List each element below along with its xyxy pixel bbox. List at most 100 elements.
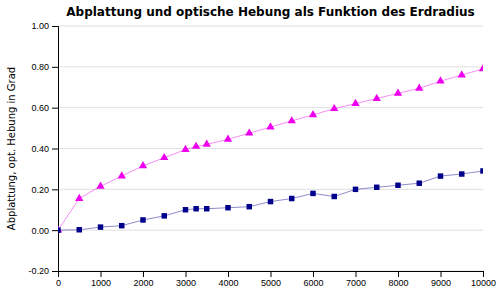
marker xyxy=(181,145,189,152)
y-tick-label: -0.20 xyxy=(28,266,49,276)
x-tick-label: 8000 xyxy=(388,278,408,288)
y-tick-label: 0.20 xyxy=(31,185,49,195)
x-tick-mark xyxy=(356,271,357,277)
marker xyxy=(310,191,315,196)
x-tick-mark xyxy=(143,271,144,277)
y-tick: 0.80 xyxy=(31,62,58,72)
x-tick: 4000 xyxy=(218,271,238,288)
x-tick: 7000 xyxy=(346,271,366,288)
x-tick-label: 10000 xyxy=(471,278,496,288)
marker xyxy=(374,185,379,190)
marker xyxy=(438,173,443,178)
x-tick-mark xyxy=(398,271,399,277)
series xyxy=(58,168,483,233)
x-tick-mark xyxy=(101,271,102,277)
plot: 0 1000 2000 3000 4000 5000 6000 7000 8000 9000 100… xyxy=(28,21,496,288)
y-tick-label: 0.40 xyxy=(31,144,49,154)
marker xyxy=(330,104,338,111)
x-tick-mark xyxy=(313,271,314,277)
grid-line xyxy=(58,66,483,67)
marker xyxy=(289,196,294,201)
x-tick-label: 6000 xyxy=(303,278,323,288)
marker xyxy=(119,223,124,228)
marker xyxy=(224,135,232,142)
y-tick: 0.00 xyxy=(31,226,58,236)
y-axis-title: Abplattung, opt. Hebung in Grad xyxy=(6,67,17,230)
y-axis-line xyxy=(52,27,59,272)
x-tick-mark xyxy=(483,271,484,277)
marker xyxy=(160,153,168,160)
chart: 0 1000 2000 3000 4000 5000 6000 7000 8000 9000 100… xyxy=(0,0,501,295)
y-tick: 1.00 xyxy=(31,21,58,31)
y-tick-label: 1.00 xyxy=(31,21,49,31)
marker xyxy=(288,116,296,123)
grid xyxy=(58,26,483,271)
x-tick: 0 xyxy=(56,271,61,288)
x-tick-mark xyxy=(271,271,272,277)
x-tick-mark xyxy=(186,271,187,277)
marker xyxy=(203,140,211,147)
y-tick-mark xyxy=(52,67,58,68)
x-tick-label: 3000 xyxy=(176,278,196,288)
marks xyxy=(58,64,483,233)
marker xyxy=(266,122,274,129)
marker xyxy=(436,76,444,83)
marker xyxy=(96,181,104,188)
x-tick: 9000 xyxy=(431,271,451,288)
x-tick-label: 4000 xyxy=(218,278,238,288)
marker xyxy=(192,142,200,149)
marker xyxy=(373,94,381,101)
y-tick-mark xyxy=(52,230,58,231)
x-axis-line xyxy=(59,272,484,278)
x-tick-label: 7000 xyxy=(346,278,366,288)
grid-line xyxy=(58,189,483,190)
x-tick-label: 1000 xyxy=(91,278,111,288)
marker xyxy=(351,99,359,106)
y-tick-label: 0.80 xyxy=(31,62,49,72)
line xyxy=(58,171,483,230)
y-tick-mark xyxy=(52,271,58,272)
marker xyxy=(118,171,126,178)
marker xyxy=(75,194,83,201)
y-tick-label: 0.00 xyxy=(31,226,49,236)
line xyxy=(58,69,483,230)
x-tick: 8000 xyxy=(388,271,408,288)
marker xyxy=(332,194,337,199)
marker xyxy=(415,83,423,90)
marker xyxy=(162,213,167,218)
marker xyxy=(309,110,317,117)
y-tick-mark xyxy=(52,149,58,150)
marker xyxy=(395,183,400,188)
marker xyxy=(58,227,61,232)
marker xyxy=(225,205,230,210)
x-tick: 3000 xyxy=(176,271,196,288)
y-tick: -0.20 xyxy=(28,266,58,276)
y-axis: -0.20 0.00 0.20 0.40 0.60 0.80 1.00 xyxy=(28,21,58,276)
y-tick: 0.40 xyxy=(31,144,58,154)
x-tick-label: 2000 xyxy=(133,278,153,288)
x-tick: 5000 xyxy=(261,271,281,288)
y-tick-mark xyxy=(52,108,58,109)
grid-line xyxy=(58,107,483,108)
title: Abplattung und optische Hebung als Funkt… xyxy=(66,5,474,19)
marker xyxy=(247,204,252,209)
y-tick-mark xyxy=(52,189,58,190)
marker xyxy=(139,161,147,168)
marker xyxy=(245,128,253,135)
marker xyxy=(459,171,464,176)
y-tick-mark xyxy=(52,26,58,27)
series xyxy=(58,64,483,233)
x-tick-label: 9000 xyxy=(431,278,451,288)
x-axis: 0 1000 2000 3000 4000 5000 6000 7000 8000 9000 100… xyxy=(56,271,496,288)
marker xyxy=(458,70,466,77)
marker xyxy=(58,225,62,232)
marker xyxy=(98,224,103,229)
marker xyxy=(480,168,483,173)
grid-line xyxy=(58,148,483,149)
marker xyxy=(193,206,198,211)
y-tick: 0.20 xyxy=(31,185,58,195)
marker xyxy=(77,227,82,232)
marker xyxy=(417,180,422,185)
marker xyxy=(140,217,145,222)
y-tick: 0.60 xyxy=(31,103,58,113)
